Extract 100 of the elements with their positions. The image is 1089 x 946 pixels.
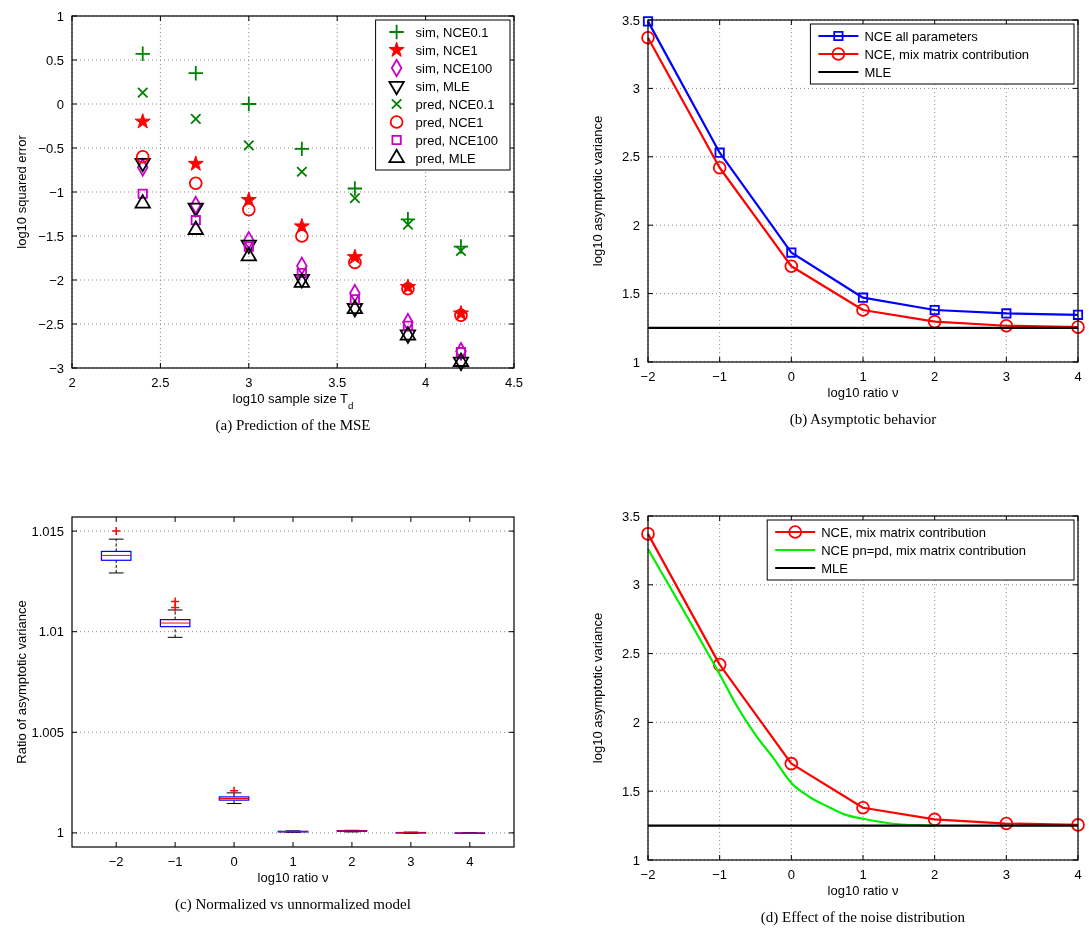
- x-axis-title: log10 ratio ν: [827, 385, 899, 400]
- y-tick-label: −1: [49, 184, 64, 200]
- x-tick-label: 3: [245, 375, 253, 390]
- point: [786, 247, 797, 258]
- point: [349, 294, 360, 305]
- x-tick-label: −1: [712, 867, 728, 882]
- point: [240, 95, 257, 113]
- point: [399, 211, 417, 228]
- legend-label: pred, NCE100: [415, 132, 498, 148]
- x-tick-label: 1: [859, 867, 867, 882]
- y-tick-label: 1.5: [621, 783, 640, 799]
- legend-label: NCE, mix matrix contribution: [864, 46, 1030, 62]
- y-tick-label: −2: [49, 272, 64, 288]
- point: [134, 194, 151, 209]
- legend-label: MLE: [821, 560, 849, 576]
- y-tick-label: 2: [632, 714, 640, 730]
- y-tick-label: 1: [56, 8, 64, 24]
- x-tick-label: 0: [230, 854, 238, 869]
- legend-label: NCE pn=pd, mix matrix contribution: [821, 542, 1027, 558]
- point: [293, 140, 310, 157]
- legend-label: pred, MLE: [415, 150, 476, 166]
- point: [190, 215, 201, 226]
- x-tick-label: −2: [108, 854, 124, 869]
- point: [784, 756, 799, 771]
- text: (c) Normalized vs unnormalized model: [175, 896, 411, 913]
- point: [1071, 818, 1085, 832]
- x-tick-label: 1: [289, 854, 297, 869]
- y-tick-label: 2: [632, 217, 640, 233]
- point: [346, 299, 363, 315]
- x-tick-label: 3: [1002, 867, 1010, 882]
- legend-label: sim, NCE1: [415, 42, 478, 58]
- x-tick-label: 0: [787, 369, 795, 384]
- x-tick-label: 4.5: [504, 375, 524, 390]
- x-axis-title: log10 ratio ν: [827, 883, 899, 898]
- point: [1001, 308, 1012, 319]
- point: [1072, 309, 1084, 320]
- point: [455, 347, 467, 358]
- point: [296, 166, 308, 178]
- y-axis-title: log10 asymptotic variance: [590, 115, 605, 267]
- point: [135, 149, 150, 164]
- point: [999, 318, 1014, 333]
- y-tick-label: −1.5: [38, 228, 64, 244]
- x-tick-label: −1: [167, 854, 183, 869]
- x-tick-label: 4: [1074, 369, 1082, 384]
- point: [712, 160, 727, 175]
- point: [784, 259, 799, 274]
- point: [1071, 320, 1085, 334]
- point: [188, 176, 203, 191]
- y-tick-label: 0: [56, 96, 64, 112]
- point: [857, 292, 869, 303]
- point: [927, 812, 942, 827]
- y-tick-label: 1: [632, 354, 640, 370]
- point: [927, 314, 942, 329]
- y-tick-label: −2.5: [38, 316, 64, 332]
- y-tick-label: 1.015: [31, 523, 64, 539]
- x-tick-label: 2.5: [151, 375, 170, 390]
- x-tick-label: 2: [931, 369, 939, 384]
- point: [243, 139, 255, 151]
- y-tick-label: 0.5: [45, 52, 64, 68]
- point: [642, 16, 654, 27]
- point: [856, 800, 870, 815]
- point: [999, 816, 1014, 831]
- y-tick-label: 1: [56, 825, 64, 841]
- x-axis-title: log10 ratio ν: [257, 870, 329, 885]
- legend-label: NCE, mix matrix contribution: [821, 524, 986, 540]
- x-tick-label: 0: [787, 867, 795, 882]
- y-tick-label: 3.5: [621, 508, 640, 524]
- point: [137, 188, 148, 199]
- text: (d) Effect of the noise distribution: [760, 909, 966, 926]
- text: (b) Asymptotic behavior: [789, 411, 937, 428]
- x-tick-label: 2: [931, 867, 939, 882]
- y-tick-label: 1.01: [38, 624, 64, 640]
- point: [856, 303, 870, 317]
- x-tick-label: −1: [712, 369, 728, 384]
- text: (a) Prediction of the MSE: [215, 417, 371, 434]
- y-tick-label: 1.5: [621, 286, 640, 302]
- y-tick-label: 1.005: [31, 724, 64, 740]
- point: [452, 352, 470, 367]
- point: [137, 86, 149, 99]
- x-axis-title: log10 sample size T$_{d}$: [232, 391, 354, 411]
- point: [190, 113, 202, 125]
- y-tick-label: 3: [632, 80, 640, 96]
- legend-label: pred, NCE1: [415, 114, 484, 130]
- point: [187, 155, 204, 171]
- legend-label: sim, MLE: [415, 78, 471, 94]
- point: [349, 192, 361, 204]
- point: [187, 65, 204, 82]
- point: [241, 202, 256, 217]
- legend-label: sim, NCE0.1: [415, 24, 489, 40]
- y-axis-title: Ratio of asymptotic variance: [14, 600, 29, 764]
- legend-label: pred, NCE0.1: [415, 96, 495, 112]
- y-tick-label: −3: [49, 360, 64, 376]
- y-tick-label: −0.5: [38, 140, 64, 156]
- point: [641, 527, 655, 541]
- point: [134, 45, 151, 62]
- x-tick-label: 4: [466, 854, 474, 869]
- y-tick-label: 2.5: [621, 646, 640, 662]
- x-tick-label: 3: [407, 854, 415, 869]
- point: [296, 267, 307, 279]
- x-tick-label: 1: [859, 369, 867, 384]
